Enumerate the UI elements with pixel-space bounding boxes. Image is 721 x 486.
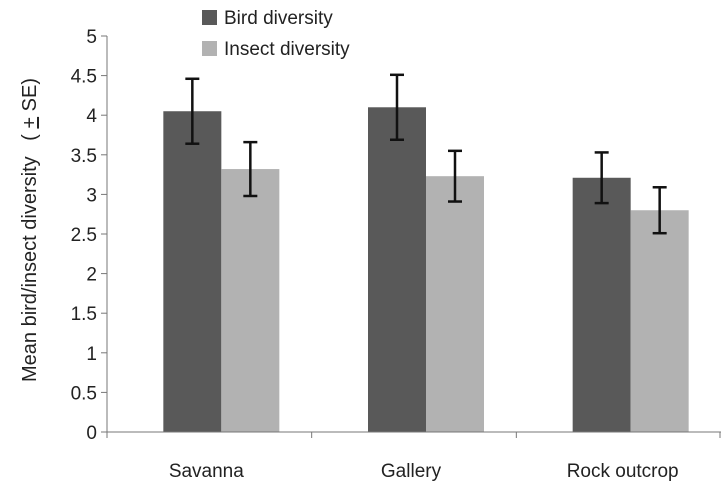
legend: Bird diversity Insect diversity	[202, 8, 350, 60]
x-tick-label: Rock outcrop	[567, 461, 679, 482]
y-tick-label: 3.5	[71, 146, 97, 167]
y-tick-label: 4.5	[71, 67, 97, 88]
y-axis-title: Mean bird/insect diversity ( + SE)	[19, 78, 41, 382]
bar	[630, 210, 689, 432]
bar	[368, 107, 426, 432]
legend-label: Insect diversity	[224, 39, 350, 60]
bars	[163, 107, 689, 433]
y-tick-label: 5	[86, 27, 97, 48]
y-tick-label: 1	[86, 344, 97, 365]
bar	[572, 177, 631, 432]
bar	[426, 176, 484, 432]
x-tick-label: Gallery	[381, 461, 442, 482]
y-tick-label: 1.5	[71, 304, 97, 325]
error-bars	[185, 73, 667, 235]
y-tick-label: 0.5	[71, 383, 97, 404]
legend-swatch	[202, 41, 217, 56]
y-axis-ticks: 0 0.5 1 1.5 2 2.5 3 3.5 4 4.5 5	[71, 27, 107, 444]
legend-label: Bird diversity	[224, 8, 333, 29]
bar	[163, 111, 222, 433]
y-tick-label: 3	[86, 185, 97, 206]
x-tick-label: Savanna	[169, 461, 244, 482]
legend-swatch	[202, 10, 217, 25]
y-tick-label: 2	[86, 265, 97, 286]
x-axis-labels: Savanna Gallery Rock outcrop	[169, 461, 679, 482]
y-tick-label: 2.5	[71, 225, 97, 246]
y-tick-label: 0	[86, 423, 97, 444]
y-tick-label: 4	[86, 106, 97, 127]
bar	[221, 169, 280, 432]
